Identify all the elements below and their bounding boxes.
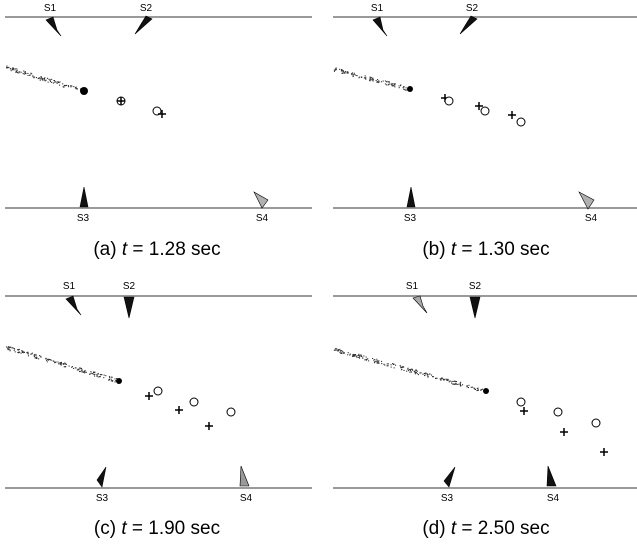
- sensor-s4: S4: [546, 465, 560, 504]
- sensor-arrow-icon: [134, 15, 153, 35]
- sensor-s3: S3: [404, 186, 417, 224]
- estimate-circle-marker: [553, 407, 563, 417]
- estimate-circle-marker: [444, 96, 454, 106]
- sensor-label: S4: [256, 213, 269, 224]
- sensor-arrow-icon: [469, 296, 481, 319]
- sensor-arrow-icon: [578, 191, 595, 210]
- sensor-arrow-icon: [546, 465, 557, 487]
- current-position-dot: [80, 87, 88, 95]
- estimate-plus-marker: [145, 392, 153, 400]
- panel-c: S1 S2 S3 S4 (c) t = 1.90 sec: [5, 281, 312, 539]
- sensor-label: S3: [96, 493, 109, 504]
- sensor-label: S3: [441, 493, 454, 504]
- sensor-arrow-icon: [406, 186, 416, 208]
- estimate-plus-marker: [520, 407, 528, 415]
- estimate-circle-marker: [153, 386, 163, 396]
- particle-trail: [333, 348, 487, 394]
- estimate-plus-marker: [205, 422, 213, 430]
- sensor-arrow-icon: [79, 186, 89, 208]
- sensor-s3: S3: [441, 466, 456, 504]
- estimate-plus-marker: [600, 448, 608, 456]
- sensor-label: S2: [123, 281, 136, 292]
- estimate-circle-marker: [152, 106, 162, 116]
- estimate-plus-marker: [175, 406, 183, 414]
- sensor-label: S3: [77, 213, 90, 224]
- sensor-label: S2: [140, 3, 153, 14]
- sensor-s1: S1: [44, 3, 62, 37]
- sensor-label: S1: [63, 281, 76, 292]
- estimate-circle-marker: [516, 117, 526, 127]
- sensor-label: S4: [240, 493, 253, 504]
- sensor-arrow-icon: [239, 465, 250, 487]
- panel-caption: (b) t = 1.30 sec: [422, 239, 549, 260]
- estimate-circle-marker: [516, 397, 526, 407]
- sensor-label: S1: [44, 3, 57, 14]
- sensor-s1: S1: [63, 281, 82, 316]
- sensor-s2: S2: [469, 281, 482, 319]
- panel-caption: (a) t = 1.28 sec: [93, 239, 220, 260]
- sensor-s3: S3: [77, 186, 90, 224]
- estimate-circle-marker: [226, 407, 236, 417]
- sensor-arrow-icon: [459, 15, 478, 35]
- sensor-label: S2: [466, 3, 479, 14]
- estimate-plus-marker: [560, 428, 568, 436]
- estimate-circle-marker: [480, 106, 490, 116]
- sensor-arrow-icon: [65, 295, 82, 316]
- sensor-label: S1: [371, 3, 384, 14]
- current-position-dot: [483, 388, 489, 394]
- particle-trail: [6, 346, 120, 384]
- sensor-arrow-icon: [96, 466, 107, 488]
- sensor-s4: S4: [578, 191, 598, 224]
- sensor-arrow-icon: [45, 16, 62, 37]
- sensor-label: S4: [585, 213, 598, 224]
- estimate-plus-marker: [158, 110, 166, 118]
- estimate-circle-marker: [591, 418, 601, 428]
- sensor-arrow-icon: [253, 191, 269, 209]
- panel-caption: (d) t = 2.50 sec: [422, 518, 549, 539]
- sensor-label: S1: [406, 281, 419, 292]
- current-position-dot: [116, 378, 122, 384]
- sensor-s1: S1: [371, 3, 388, 37]
- sensor-arrow-icon: [123, 296, 135, 319]
- sensor-arrow-icon: [443, 466, 456, 488]
- panel-caption: (c) t = 1.90 sec: [94, 518, 220, 539]
- current-position-dot: [407, 86, 413, 92]
- sensor-arrow-icon: [372, 16, 388, 37]
- panel-a: S1 S2 S3 S4 (a) t = 1.28 sec: [5, 3, 312, 260]
- sensor-s2: S2: [134, 3, 153, 35]
- sensor-label: S3: [404, 213, 417, 224]
- sensor-label: S2: [469, 281, 482, 292]
- sensor-s2: S2: [123, 281, 136, 319]
- sensor-s4: S4: [253, 191, 269, 224]
- estimate-plus-marker: [508, 111, 516, 119]
- estimate-plus-marker: [117, 97, 125, 105]
- panel-d: S1 S2 S3 S4 (d) t = 2.50 sec: [333, 281, 637, 539]
- particle-trail: [333, 67, 411, 92]
- sensor-s4: S4: [239, 465, 253, 504]
- estimate-circle-marker: [189, 397, 199, 407]
- sensor-s1: S1: [406, 281, 428, 314]
- particle-trail: [6, 65, 86, 94]
- sensor-s2: S2: [459, 3, 479, 35]
- sensor-label: S4: [547, 493, 560, 504]
- sensor-s3: S3: [96, 466, 109, 504]
- estimate-plus-marker: [475, 102, 483, 110]
- sensor-arrow-icon: [412, 295, 428, 314]
- panel-b: S1 S2 S3 S4 (b) t = 1.30 sec: [333, 3, 637, 260]
